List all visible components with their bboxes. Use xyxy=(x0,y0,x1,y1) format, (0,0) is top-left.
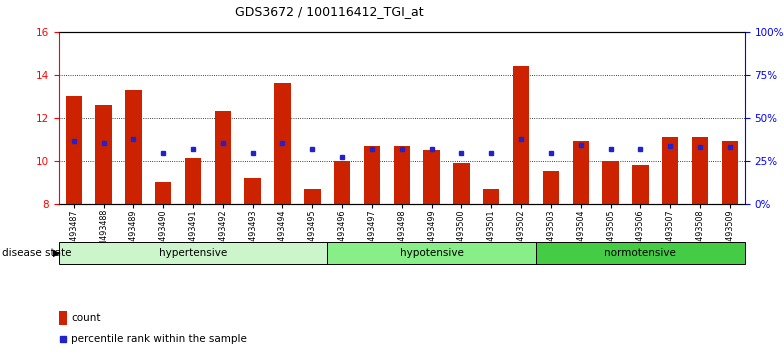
Text: count: count xyxy=(71,313,100,323)
Text: normotensive: normotensive xyxy=(604,248,677,258)
Text: GDS3672 / 100116412_TGI_at: GDS3672 / 100116412_TGI_at xyxy=(235,5,423,18)
Bar xyxy=(722,141,738,204)
Bar xyxy=(602,161,619,204)
Bar xyxy=(394,145,410,204)
Bar xyxy=(245,178,261,204)
FancyBboxPatch shape xyxy=(536,242,745,264)
FancyBboxPatch shape xyxy=(327,242,536,264)
Bar xyxy=(96,105,112,204)
Bar xyxy=(364,145,380,204)
Bar xyxy=(155,182,172,204)
Bar xyxy=(274,84,291,204)
Bar xyxy=(483,189,499,204)
Text: hypotensive: hypotensive xyxy=(400,248,463,258)
Bar xyxy=(572,141,589,204)
Bar xyxy=(662,137,678,204)
Bar xyxy=(423,150,440,204)
Text: disease state: disease state xyxy=(2,248,71,258)
Bar xyxy=(453,163,470,204)
Bar xyxy=(543,171,559,204)
Bar xyxy=(59,312,67,325)
Text: ▶: ▶ xyxy=(53,248,61,258)
Bar xyxy=(334,161,350,204)
Bar xyxy=(632,165,648,204)
Text: hypertensive: hypertensive xyxy=(159,248,227,258)
Bar xyxy=(66,96,82,204)
Bar xyxy=(215,111,231,204)
Bar xyxy=(185,159,201,204)
Bar xyxy=(513,66,529,204)
Bar xyxy=(691,137,708,204)
Bar xyxy=(304,189,321,204)
Bar xyxy=(125,90,142,204)
Text: percentile rank within the sample: percentile rank within the sample xyxy=(71,334,247,344)
FancyBboxPatch shape xyxy=(59,242,327,264)
